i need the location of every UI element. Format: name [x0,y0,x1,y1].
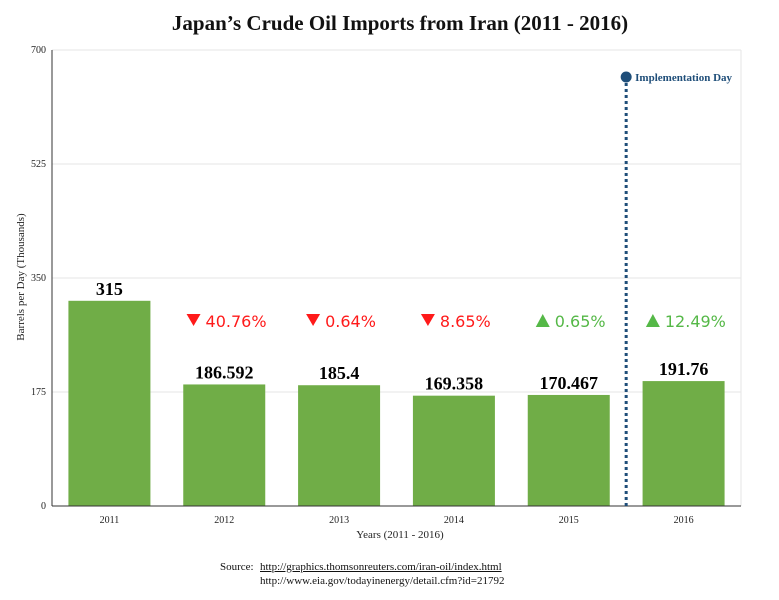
x-tick-label: 2013 [329,515,349,526]
annotation-label: Implementation Day [635,72,732,84]
x-tick-label: 2016 [674,515,694,526]
bar-value-label: 186.592 [195,362,254,382]
up-arrow-icon [535,314,550,327]
percent-change-label: 12.49% [665,312,726,331]
y-tick-label: 175 [31,387,46,398]
down-arrow-icon [306,314,321,326]
bar-value-label: 169.358 [425,374,484,394]
x-tick-label: 2012 [214,515,234,526]
bar-value-label: 170.467 [540,373,599,393]
percent-change-label: 0.65% [555,312,606,331]
grid [52,49,742,506]
percent-change-label: 0.64% [325,312,376,331]
y-axis-label: Barrels per Day (Thousands) [15,213,27,341]
chart-title: Japan’s Crude Oil Imports from Iran (201… [172,11,628,35]
source-link-1[interactable]: http://graphics.thomsonreuters.com/iran-… [260,561,502,573]
labels: 315 186.592 185.4 169.358 170.467 191.76 40.76… [96,279,726,394]
bar-value-label: 315 [96,279,123,299]
percent-change-label: 8.65% [440,312,491,331]
bar [527,394,610,506]
source-note: Source: http://graphics.thomsonreuters.c… [220,560,504,588]
bars [68,300,725,506]
y-tick-label: 525 [31,159,46,170]
bar [183,384,266,506]
x-tick-label: 2015 [559,515,579,526]
source-link-2[interactable]: http://www.eia.gov/todayinenergy/detail.… [260,575,505,587]
annotation-marker-icon [620,71,632,83]
y-tick-label: 0 [41,501,46,512]
bar [68,300,151,506]
implementation-day-annotation: Implementation Day [620,71,733,506]
bar [412,395,495,506]
bar [298,385,381,506]
down-arrow-icon [186,314,201,326]
y-tick-label: 700 [31,45,46,56]
x-axis-label: Years (2011 - 2016) [356,529,444,541]
x-tick-label: 2014 [444,515,464,526]
percent-change-label: 40.76% [206,312,267,331]
up-arrow-icon [645,314,660,327]
bar-value-label: 185.4 [319,363,360,383]
y-tick-label: 350 [31,273,46,284]
down-arrow-icon [420,314,435,326]
bar [642,381,725,506]
x-tick-label: 2011 [100,515,120,526]
source-label: Source: [220,561,254,573]
bar-value-label: 191.76 [659,359,709,379]
